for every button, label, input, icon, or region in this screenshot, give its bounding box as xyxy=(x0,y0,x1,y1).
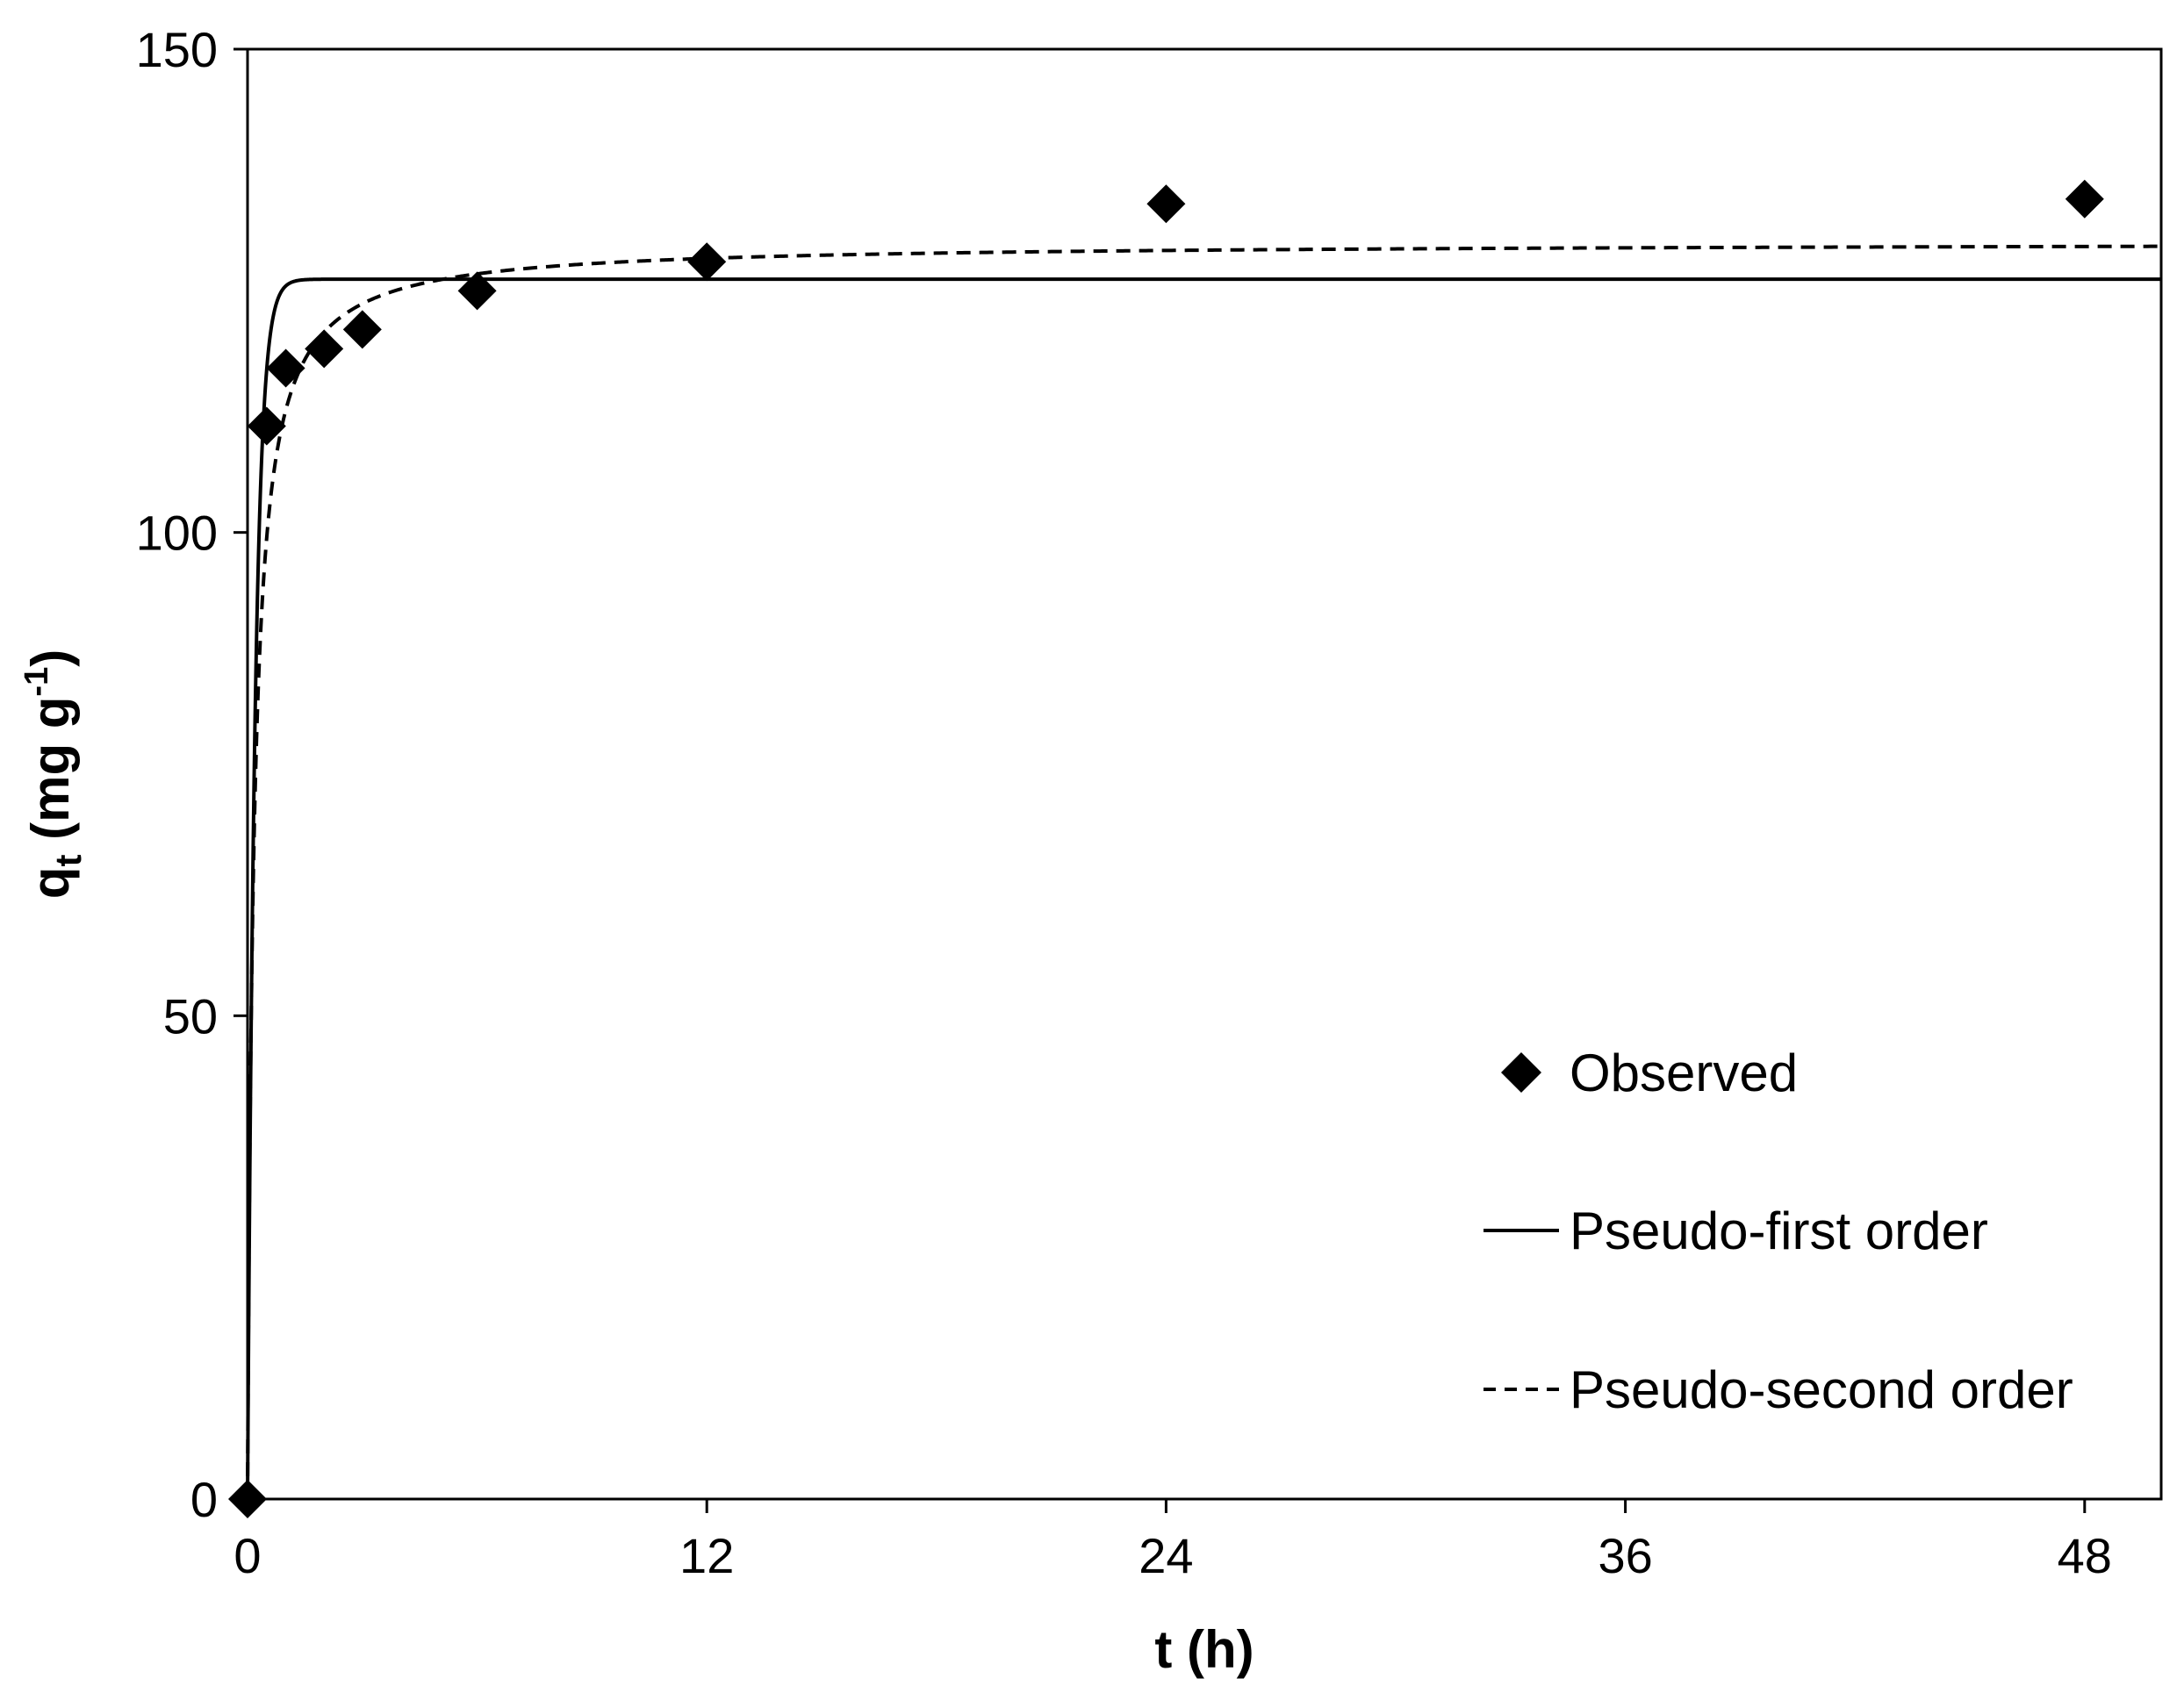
x-tick-label: 0 xyxy=(233,1528,261,1583)
observed-point xyxy=(247,406,286,446)
y-tick-label: 50 xyxy=(163,988,218,1044)
legend-item-pseudo-second-order: Pseudo-second order xyxy=(1484,1360,2073,1419)
series-line-pseudo-first-order xyxy=(246,277,2161,1499)
y-tick-label: 0 xyxy=(190,1472,218,1527)
y-tick-label: 100 xyxy=(136,506,218,561)
observed-point xyxy=(457,271,497,311)
model-lines xyxy=(246,244,2162,1499)
x-axis-ticks: 0 12 24 36 48 xyxy=(233,1499,2112,1583)
legend-diamond-icon xyxy=(1501,1052,1541,1093)
legend: Observed Pseudo-first order Pseudo-secon… xyxy=(1484,1044,2073,1419)
y-axis-ticks: 0 50 100 150 xyxy=(136,22,248,1527)
x-axis-title: t (h) xyxy=(1154,1620,1254,1679)
y-tick-label: 150 xyxy=(136,22,218,77)
series-line-pseudo-second-order xyxy=(246,244,2162,1499)
y-axis-title-main: q xyxy=(21,867,80,900)
y-axis-title-unit: (mg g xyxy=(21,697,80,855)
legend-label-pseudo-second-order: Pseudo-second order xyxy=(1570,1360,2073,1419)
legend-label-pseudo-first-order: Pseudo-first order xyxy=(1570,1202,1988,1260)
observed-points xyxy=(228,179,2104,1518)
observed-point xyxy=(342,310,382,349)
x-tick-label: 12 xyxy=(679,1528,734,1583)
observed-point xyxy=(687,242,727,282)
legend-item-pseudo-first-order: Pseudo-first order xyxy=(1484,1202,1988,1260)
plot-area xyxy=(246,47,2163,1501)
observed-point xyxy=(266,348,305,388)
x-tick-label: 24 xyxy=(1139,1528,1193,1583)
y-axis-title-sup: -1 xyxy=(18,667,55,697)
legend-label-observed: Observed xyxy=(1570,1044,1798,1102)
y-axis-title: qt (mg g-1) xyxy=(18,649,89,899)
observed-point xyxy=(2065,179,2104,219)
legend-item-observed: Observed xyxy=(1501,1044,1798,1102)
y-axis-title-close: ) xyxy=(21,649,80,667)
x-tick-label: 48 xyxy=(2058,1528,2112,1583)
observed-point xyxy=(228,1480,267,1518)
observed-point xyxy=(305,329,344,369)
y-axis-title-sub: t xyxy=(47,855,89,867)
observed-point xyxy=(1146,184,1186,224)
x-tick-label: 36 xyxy=(1598,1528,1652,1583)
